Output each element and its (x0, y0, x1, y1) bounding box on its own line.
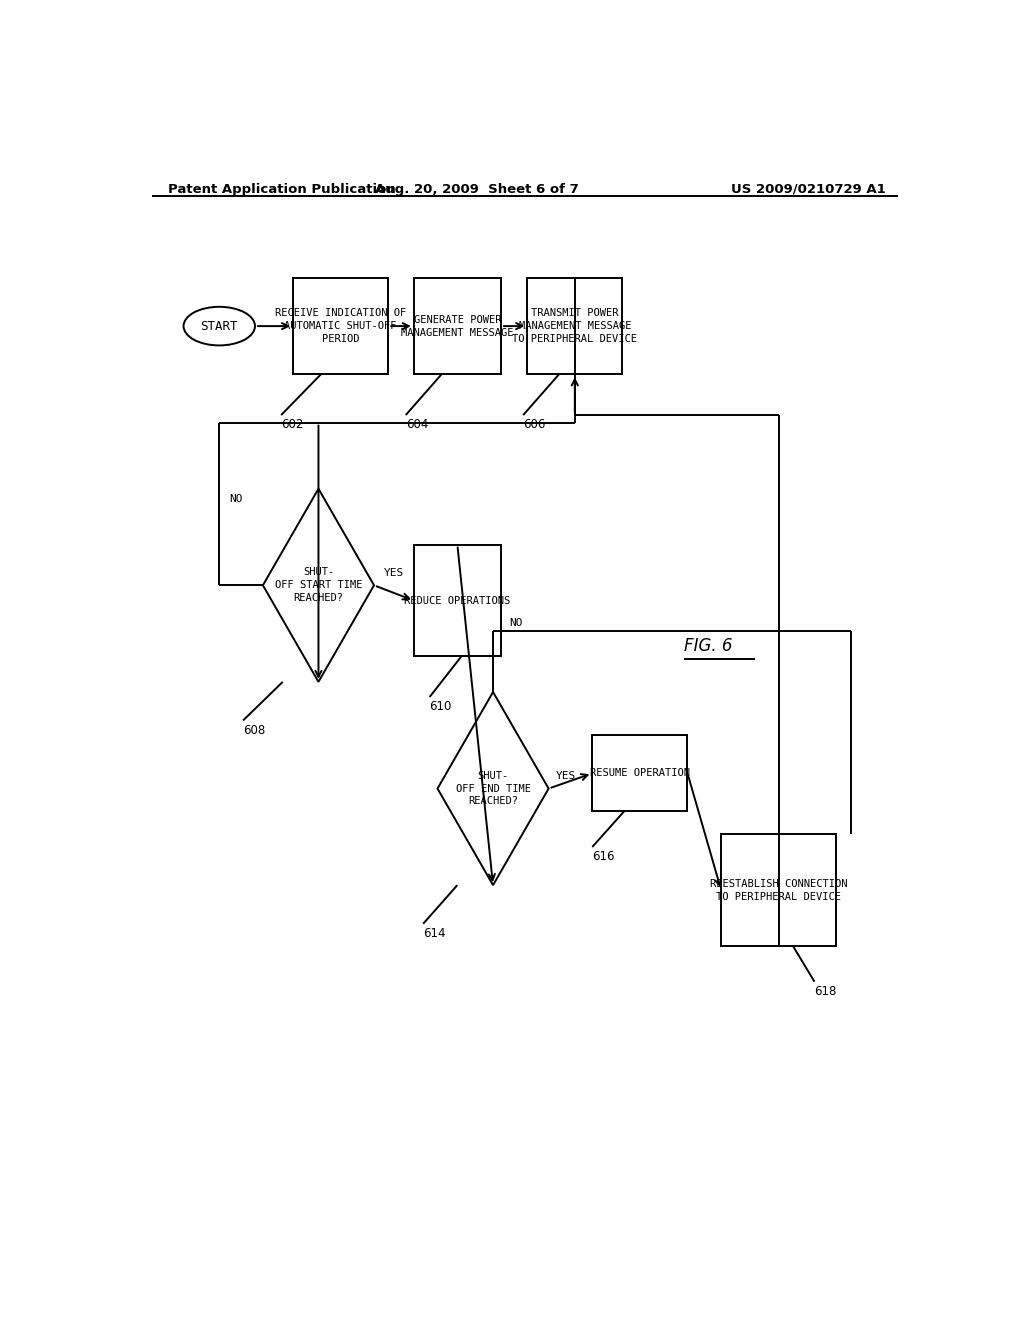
Text: US 2009/0210729 A1: US 2009/0210729 A1 (731, 182, 886, 195)
Text: SHUT-
OFF END TIME
REACHED?: SHUT- OFF END TIME REACHED? (456, 771, 530, 807)
Text: NO: NO (509, 618, 522, 628)
Polygon shape (263, 488, 374, 682)
FancyBboxPatch shape (592, 735, 687, 812)
Text: REESTABLISH CONNECTION
TO PERIPHERAL DEVICE: REESTABLISH CONNECTION TO PERIPHERAL DEV… (710, 879, 848, 902)
Ellipse shape (183, 306, 255, 346)
Text: 608: 608 (243, 723, 265, 737)
Text: GENERATE POWER
MANAGEMENT MESSAGE: GENERATE POWER MANAGEMENT MESSAGE (401, 314, 514, 338)
Text: 614: 614 (423, 927, 445, 940)
Text: 616: 616 (592, 850, 614, 863)
Text: TRANSMIT POWER
MANAGEMENT MESSAGE
TO PERIPHERAL DEVICE: TRANSMIT POWER MANAGEMENT MESSAGE TO PER… (512, 309, 637, 345)
Text: NO: NO (228, 494, 243, 504)
Text: 604: 604 (406, 418, 428, 432)
Text: START: START (201, 319, 238, 333)
Text: FIG. 6: FIG. 6 (684, 638, 732, 655)
Text: SHUT-
OFF START TIME
REACHED?: SHUT- OFF START TIME REACHED? (274, 568, 362, 603)
Text: 602: 602 (282, 418, 303, 432)
Text: 610: 610 (430, 700, 452, 713)
Text: 618: 618 (814, 985, 837, 998)
FancyBboxPatch shape (293, 277, 388, 375)
Text: YES: YES (556, 771, 577, 781)
Text: Aug. 20, 2009  Sheet 6 of 7: Aug. 20, 2009 Sheet 6 of 7 (376, 182, 579, 195)
Text: REDUCE OPERATIONS: REDUCE OPERATIONS (404, 595, 511, 606)
Text: RESUME OPERATION: RESUME OPERATION (590, 768, 690, 779)
FancyBboxPatch shape (721, 834, 837, 946)
FancyBboxPatch shape (527, 277, 623, 375)
Text: Patent Application Publication: Patent Application Publication (168, 182, 395, 195)
Polygon shape (437, 692, 549, 886)
FancyBboxPatch shape (414, 277, 501, 375)
Text: RECEIVE INDICATION OF
AUTOMATIC SHUT-OFF
PERIOD: RECEIVE INDICATION OF AUTOMATIC SHUT-OFF… (275, 309, 407, 345)
Text: YES: YES (384, 568, 404, 578)
Text: 606: 606 (523, 418, 546, 432)
FancyBboxPatch shape (414, 545, 501, 656)
